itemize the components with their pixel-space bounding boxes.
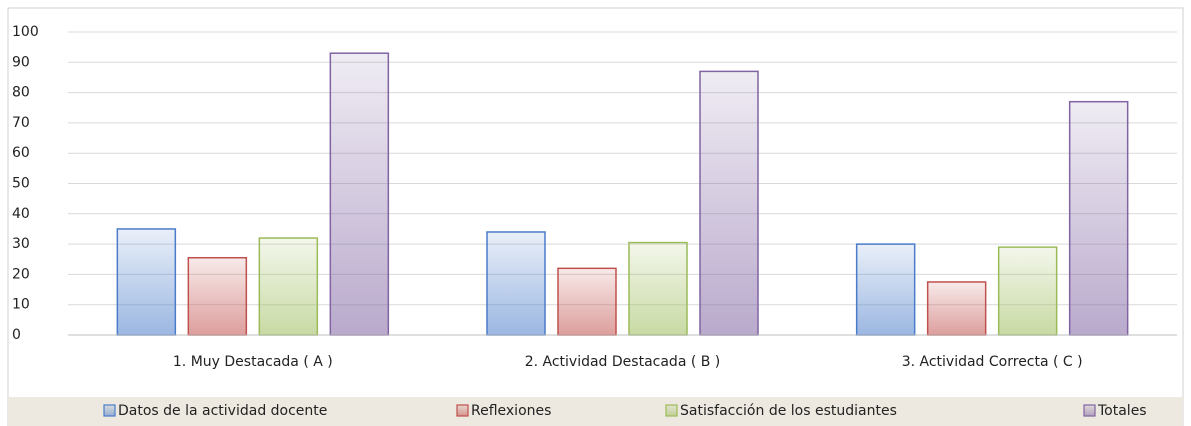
y-tick-label: 20 <box>12 266 30 282</box>
legend-swatch <box>665 404 678 417</box>
bar <box>329 52 390 336</box>
x-tick-label: 3. Actividad Correcta ( C ) <box>902 354 1083 370</box>
legend-band <box>8 397 1183 426</box>
bar <box>1068 100 1129 336</box>
bar <box>557 267 617 336</box>
y-tick-label: 80 <box>12 85 30 101</box>
y-tick-label: 10 <box>12 297 30 313</box>
y-tick-label: 30 <box>12 236 30 252</box>
legend-swatch <box>1083 404 1096 417</box>
x-tick-label: 2. Actividad Destacada ( B ) <box>525 354 721 370</box>
bar <box>187 256 248 336</box>
y-tick-label: 50 <box>12 176 30 192</box>
bar <box>997 246 1058 336</box>
y-tick-label: 90 <box>12 54 30 70</box>
y-tick-label: 40 <box>12 206 30 222</box>
bar <box>116 228 177 336</box>
bar <box>926 281 987 336</box>
y-tick-label: 60 <box>12 145 30 161</box>
bar <box>486 231 546 336</box>
bar <box>855 243 916 336</box>
legend-swatch <box>456 404 469 417</box>
legend-label: Datos de la actividad docente <box>118 403 327 419</box>
bar <box>628 241 688 336</box>
y-tick-label: 0 <box>12 327 21 343</box>
y-tick-label: 70 <box>12 115 30 131</box>
x-tick-label: 1. Muy Destacada ( A ) <box>173 354 333 370</box>
bar <box>258 237 319 336</box>
legend-label: Satisfacción de los estudiantes <box>680 403 897 419</box>
legend-label: Reflexiones <box>471 403 551 419</box>
legend-label: Totales <box>1097 403 1147 419</box>
y-tick-label: 100 <box>12 24 39 40</box>
legend-swatch <box>103 404 116 417</box>
chart-frame <box>7 7 1184 426</box>
bar <box>699 70 759 336</box>
